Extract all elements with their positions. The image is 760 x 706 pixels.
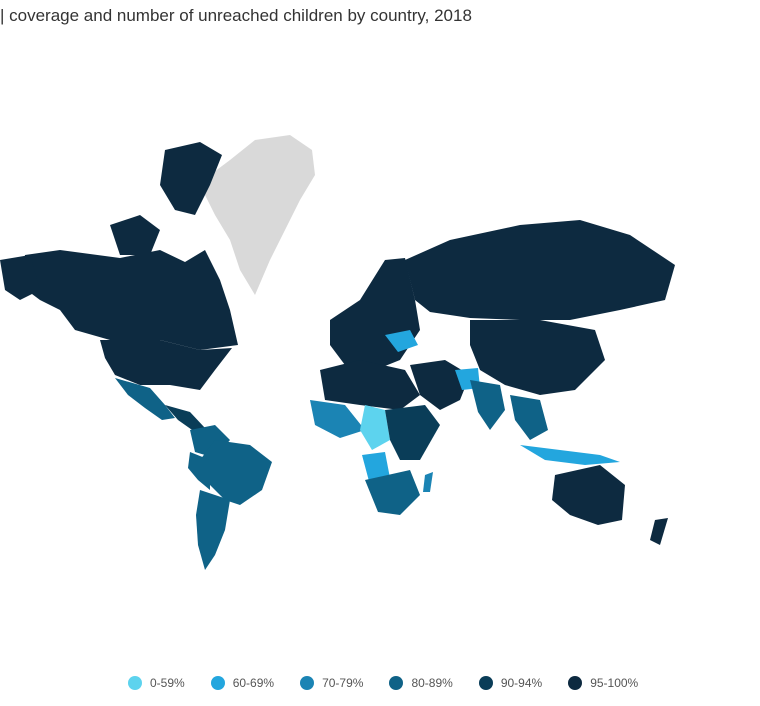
legend-dot <box>210 676 225 690</box>
region-southeast-asia[interactable] <box>510 395 548 440</box>
legend-item-80-89[interactable]: 80-89% <box>389 676 453 690</box>
region-middle-east[interactable] <box>410 360 470 410</box>
region-mexico[interactable] <box>115 378 175 420</box>
region-arctic-islands[interactable] <box>110 142 222 255</box>
legend-item-60-69[interactable]: 60-69% <box>210 676 275 690</box>
legend-label: 0-59% <box>150 676 185 690</box>
region-europe[interactable] <box>330 258 420 370</box>
region-india[interactable] <box>470 380 505 430</box>
legend-item-70-79[interactable]: 70-79% <box>300 676 363 690</box>
region-madagascar[interactable] <box>423 472 433 492</box>
legend-label: 80-89% <box>411 676 453 690</box>
legend-dot <box>389 676 404 690</box>
region-east-africa[interactable] <box>385 405 440 460</box>
region-west-africa[interactable] <box>310 400 365 438</box>
region-argentina[interactable] <box>196 490 230 570</box>
legend-item-95-100[interactable]: 95-100% <box>568 676 638 690</box>
region-ukraine-area[interactable] <box>385 330 418 352</box>
region-russia[interactable] <box>405 220 675 320</box>
region-canada[interactable] <box>20 250 238 350</box>
legend-label: 90-94% <box>500 676 543 690</box>
world-map[interactable] <box>0 120 700 580</box>
region-central-america[interactable] <box>165 405 205 432</box>
region-southern-africa[interactable] <box>365 470 420 515</box>
region-australia[interactable] <box>552 465 625 525</box>
legend-item-0-59[interactable]: 0-59% <box>128 676 185 690</box>
region-central-africa[interactable] <box>360 405 390 450</box>
legend-item-90-94[interactable]: 90-94% <box>478 676 543 690</box>
legend-dot <box>478 676 493 690</box>
legend-label: 95-100% <box>590 676 639 690</box>
map-title: | coverage and number of unreached child… <box>0 6 472 25</box>
region-usa[interactable] <box>100 340 232 390</box>
region-indonesia[interactable] <box>520 445 620 465</box>
legend-label: 60-69% <box>232 676 275 690</box>
region-new-zealand[interactable] <box>650 518 668 545</box>
region-peru[interactable] <box>188 452 210 490</box>
region-alaska[interactable] <box>0 255 40 300</box>
region-north-africa[interactable] <box>320 360 420 410</box>
region-brazil[interactable] <box>200 440 272 505</box>
region-china[interactable] <box>470 320 605 395</box>
legend-dot <box>300 676 315 690</box>
legend-dot <box>128 676 142 690</box>
legend-label: 70-79% <box>322 676 364 690</box>
legend-dot <box>568 676 583 690</box>
region-greenland[interactable] <box>205 135 315 295</box>
legend: 0-59% 60-69% 70-79% 80-89% 90-94% 95-100… <box>128 676 638 690</box>
